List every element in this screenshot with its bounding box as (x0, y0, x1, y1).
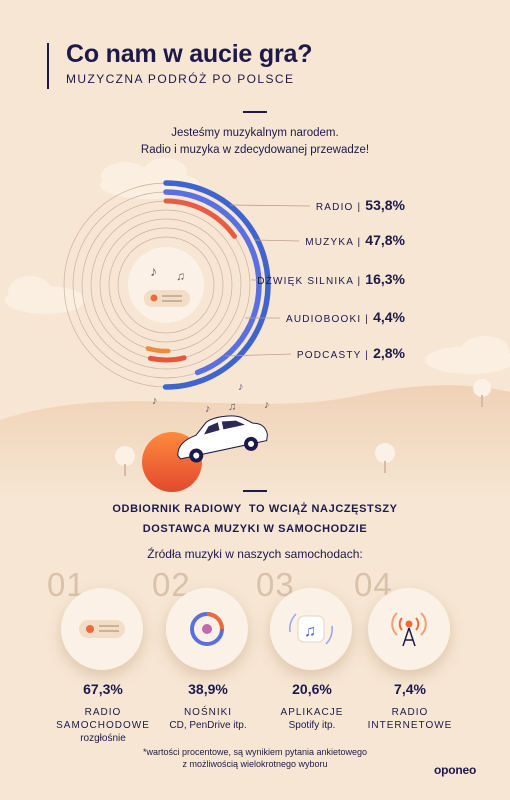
svg-text:♪: ♪ (264, 399, 270, 411)
source-label-line-2: SAMOCHODOWE (56, 720, 150, 731)
tree-left-icon (115, 446, 135, 476)
chart-ring (108, 227, 224, 343)
chart-ring (117, 236, 215, 334)
legend-item-muzyka: MUZYKA | 47,8% (305, 232, 405, 248)
source-item-internet-radio: 04 7,4% RADIO INTERNETOWE (354, 566, 464, 736)
source-label-line-2: INTERNETOWE (367, 720, 453, 731)
source-sub: rozgłośnie (80, 733, 126, 744)
radio-tower-icon (391, 612, 427, 647)
legend-label: PODCASTY | (297, 350, 373, 361)
source-label: RADIO SAMOCHODOWE (43, 706, 163, 732)
source-value: 20,6% (292, 681, 332, 697)
page-title: Co nam w aucie gra? (66, 40, 313, 68)
title-accent-bar (47, 43, 49, 89)
chart-arc-audiobooki (147, 355, 187, 363)
legend-item-dzwiek-silnika: DŹWIĘK SILNIKA | 16,3% (257, 271, 405, 287)
cd-disc-icon (190, 612, 224, 646)
svg-text:♫: ♫ (304, 623, 316, 640)
cloud-left-icon (5, 276, 85, 314)
music-notes-icon: ♪ ♪ ♫ ♪ ♪ (152, 381, 270, 415)
source-item-media: 02 38,9% NOŚNIKI CD, PenDrive itp. (152, 566, 262, 736)
chart-arc-dzwiek-silnika (163, 198, 237, 239)
source-label: APLIKACJE (252, 706, 372, 719)
source-sub: CD, PenDrive itp. (169, 720, 247, 731)
chart-arcs (145, 180, 271, 390)
cloud-right-icon (425, 336, 510, 374)
source-icon-circle (166, 588, 248, 670)
music-app-icon: ♫ (289, 613, 333, 645)
legend-label: AUDIOBOOKI | (286, 314, 373, 325)
source-icon-circle (61, 588, 143, 670)
oponeo-logo: oponeo (434, 763, 477, 777)
svg-text:♪: ♪ (238, 381, 244, 393)
legend-value: 47,8% (365, 232, 405, 248)
source-icon-circle (368, 588, 450, 670)
radial-chart: ♪ ♫ ♪ ♪ ♫ ♪ ♪ (0, 158, 510, 500)
svg-text:♪: ♪ (150, 263, 157, 279)
source-label-line-1: NOŚNIKI (183, 707, 233, 718)
intro-line-2: Radio i muzyka w zdecydowanej przewadze! (140, 144, 370, 156)
legend-item-audiobooki: AUDIOBOOKI | 4,4% (286, 309, 406, 325)
chart-legend: RADIO | 53,8% MUZYKA | 47,8% DŹWIĘK SILNIK… (224, 197, 406, 361)
source-label-line-1: APLIKACJE (280, 707, 344, 718)
footnote-line-1: *wartości procentowe, są wynikiem pytani… (142, 747, 368, 757)
center-radio-icon: ♪ ♫ (128, 247, 204, 323)
legend-connector (254, 239, 300, 242)
tree-right-icon (375, 443, 395, 473)
headline-line-1: ODBIORNIK RADIOWY TO WCIĄŻ NAJCZĘSTSZY (112, 503, 398, 515)
legend-label: MUZYKA | (305, 237, 365, 248)
chart-arc-radio (162, 180, 271, 390)
source-value: 38,9% (188, 681, 228, 697)
source-label-line-1: RADIO (84, 707, 122, 718)
legend-value: 16,3% (365, 271, 405, 287)
svg-text:♫: ♫ (228, 401, 236, 413)
source-label: NOŚNIKI (148, 706, 268, 719)
legend-item-podcasty: PODCASTY | 2,8% (297, 345, 406, 361)
legend-connector (229, 204, 310, 207)
svg-text:♫: ♫ (176, 269, 185, 283)
legend-item-radio: RADIO | 53,8% (316, 197, 406, 213)
source-item-apps: 03 ♫ 20,6% APLIKACJE Spotify itp. (256, 566, 366, 736)
sources-title: Źródła muzyki w naszych samochodach: (147, 547, 363, 561)
page-subtitle: MUZYCZNA PODRÓŻ PO POLSCE (66, 72, 295, 86)
source-item-radio: 01 67,3% RADIO SAMOCHODOWE rozgłośnie (47, 566, 157, 744)
legend-label: DŹWIĘK SILNIKA | (257, 274, 365, 287)
source-label: RADIO INTERNETOWE (350, 706, 470, 732)
legend-value: 4,4% (373, 309, 405, 325)
legend-label: RADIO | (316, 202, 365, 213)
chart-arc-muzyka (163, 189, 262, 376)
intro-text: Jesteśmy muzykalnym narodem. Radio i muz… (0, 125, 510, 159)
divider-top (243, 111, 267, 113)
source-value: 67,3% (83, 681, 123, 697)
source-sub: Spotify itp. (288, 720, 336, 731)
tree-far-right-icon (473, 379, 491, 407)
chart-arc-podcasty (145, 346, 171, 354)
car-radio-icon (79, 620, 125, 638)
intro-line-1: Jesteśmy muzykalnym narodem. (171, 127, 339, 139)
footnote: *wartości procentowe, są wynikiem pytani… (0, 746, 510, 770)
legend-value: 2,8% (373, 345, 405, 361)
section-headline: ODBIORNIK RADIOWY TO WCIĄŻ NAJCZĘSTSZY D… (0, 499, 510, 539)
source-icon-circle: ♫ (270, 588, 352, 670)
footnote-line-2: z możliwością wielokrotnego wyboru (182, 759, 328, 769)
source-value: 7,4% (394, 681, 426, 697)
source-label-line-1: RADIO (391, 707, 429, 718)
legend-connector (224, 353, 291, 357)
svg-text:♪: ♪ (205, 403, 211, 415)
svg-text:♪: ♪ (152, 395, 158, 407)
car-icon (177, 415, 268, 463)
headline-line-2: DOSTAWCA MUZYKI W SAMOCHODZIE (142, 523, 368, 535)
legend-value: 53,8% (365, 197, 405, 213)
divider-mid (243, 490, 267, 492)
